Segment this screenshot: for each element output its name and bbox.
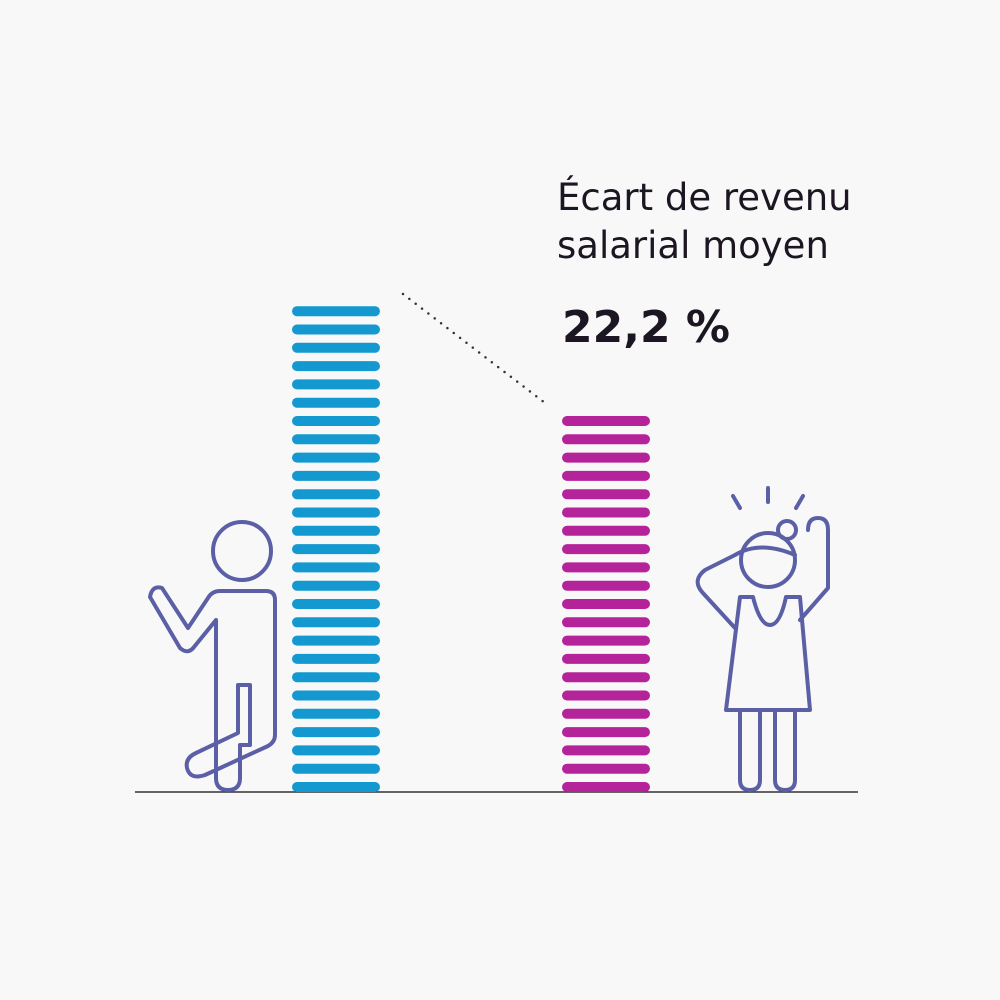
coin: [562, 470, 650, 481]
coin: [562, 708, 650, 719]
coin: [292, 599, 380, 609]
coin: [292, 342, 380, 353]
coin: [562, 653, 650, 664]
coin: [292, 672, 380, 683]
reference-stack: [292, 306, 380, 792]
coin: [562, 544, 650, 555]
coin: [292, 489, 380, 500]
coin: [292, 416, 380, 426]
coin: [292, 580, 380, 591]
coin: [562, 489, 650, 500]
coin: [292, 470, 380, 481]
coin: [562, 727, 650, 738]
coin: [292, 782, 380, 792]
coin: [562, 507, 650, 518]
coin: [562, 672, 650, 683]
coin: [292, 727, 380, 738]
coin: [292, 617, 380, 628]
coin: [292, 635, 380, 646]
title-line: salarial moyen: [557, 224, 829, 267]
coin: [292, 324, 380, 335]
coin: [562, 635, 650, 646]
coin: [562, 745, 650, 756]
coin: [292, 361, 380, 372]
coin: [562, 434, 650, 445]
coin: [292, 507, 380, 518]
coin: [292, 525, 380, 536]
coin: [292, 379, 380, 390]
title-line: Écart de revenu: [557, 175, 852, 219]
woman-figure: [695, 486, 830, 792]
coin: [562, 416, 650, 426]
gap-connector: [401, 292, 547, 405]
coin: [562, 452, 650, 463]
coin: [292, 562, 380, 573]
coin: [562, 525, 650, 536]
reduced-stack: [562, 416, 650, 792]
coin: [292, 397, 380, 408]
coin: [292, 763, 380, 774]
value-label: 22,2 %: [562, 302, 730, 353]
coin: [562, 782, 650, 792]
coin: [562, 690, 650, 701]
coin: [292, 708, 380, 719]
coin: [562, 599, 650, 609]
coin: [562, 617, 650, 628]
coin: [292, 653, 380, 664]
coin: [292, 745, 380, 756]
coin: [292, 452, 380, 463]
coin: [562, 580, 650, 591]
coin: [292, 306, 380, 317]
man-figure: [148, 520, 277, 792]
coin: [562, 562, 650, 573]
coin: [292, 690, 380, 701]
coin: [562, 763, 650, 774]
coin: [292, 544, 380, 555]
coin: [292, 434, 380, 445]
